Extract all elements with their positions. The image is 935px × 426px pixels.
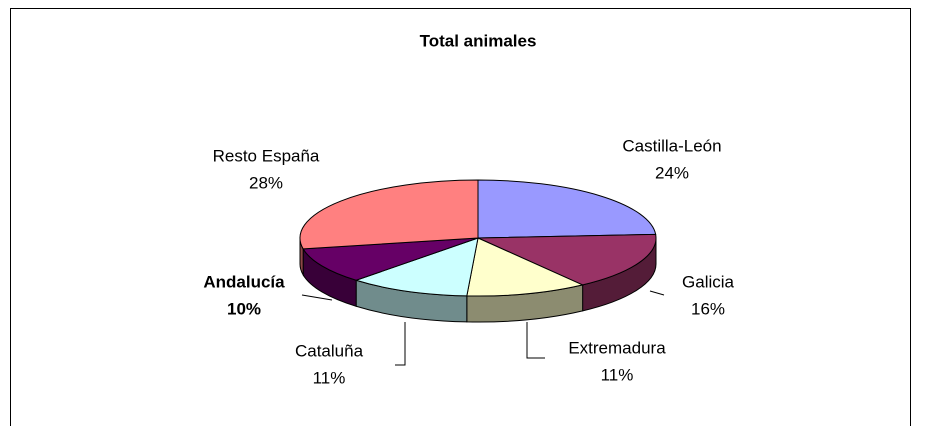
slice-label: Resto España [213, 146, 320, 165]
leader-line [649, 290, 665, 296]
chart-title: Total animales [420, 31, 537, 50]
slice [354, 237, 479, 297]
slice-label: Cataluña [295, 341, 364, 360]
slice [302, 237, 479, 281]
leader-line [301, 294, 333, 301]
slice-label: Andalucía [203, 272, 285, 291]
leader-line [395, 322, 406, 366]
slice [477, 179, 657, 239]
slice-label: Galicia [682, 272, 735, 291]
value-label: 11% [601, 365, 634, 384]
slice-label: Extremadura [568, 338, 666, 357]
leader-line [526, 322, 545, 359]
value-label: 28% [249, 173, 283, 192]
slice [466, 237, 585, 297]
slice [299, 179, 479, 250]
value-label: 24% [655, 163, 689, 182]
slice [477, 233, 657, 286]
value-label: 10% [227, 299, 261, 318]
chart-border [10, 8, 911, 426]
value-label: 16% [691, 299, 725, 318]
slice-label: Castilla-León [622, 136, 721, 155]
value-label: 11% [313, 368, 346, 387]
